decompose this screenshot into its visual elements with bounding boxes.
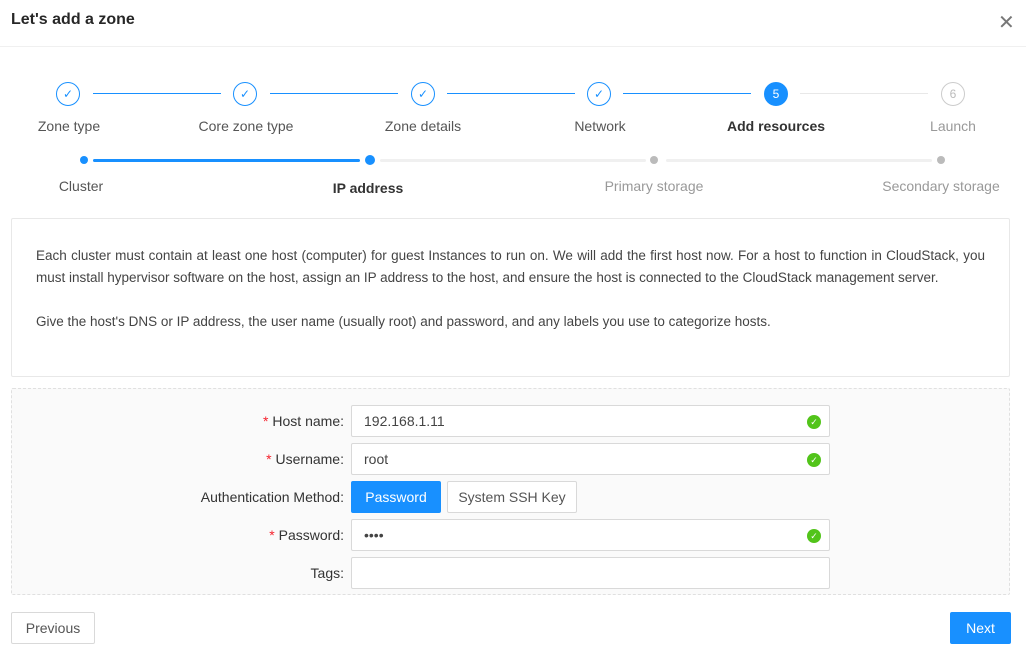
substep-dot <box>650 156 658 164</box>
check-circle-icon: ✓ <box>807 453 821 467</box>
step-3-check-icon: ✓ <box>411 82 435 106</box>
description-box: Each cluster must contain at least one h… <box>11 218 1010 377</box>
substep-label: IP address <box>332 180 404 196</box>
password-input[interactable]: •••• ✓ <box>351 519 830 551</box>
step-label: Zone type <box>37 118 101 134</box>
password-label: * Password: <box>269 527 344 543</box>
step-label: Network <box>574 118 626 134</box>
username-input[interactable]: root ✓ <box>351 443 830 475</box>
substep-connector <box>380 159 646 162</box>
auth-password-button[interactable]: Password <box>351 481 441 513</box>
step-label: Launch <box>930 118 976 134</box>
step-2-check-icon: ✓ <box>233 82 257 106</box>
next-button[interactable]: Next <box>950 612 1011 644</box>
substep-label: Primary storage <box>604 178 704 194</box>
substep-connector <box>666 159 932 162</box>
substep-dot <box>80 156 88 164</box>
step-connector <box>800 93 928 94</box>
previous-button[interactable]: Previous <box>11 612 95 644</box>
step-connector <box>93 93 221 94</box>
description-text: Each cluster must contain at least one h… <box>36 248 985 285</box>
host-name-input[interactable]: 192.168.1.11 ✓ <box>351 405 830 437</box>
step-connector <box>623 93 751 94</box>
username-label: * Username: <box>266 451 344 467</box>
step-label: Zone details <box>384 118 462 134</box>
check-circle-icon: ✓ <box>807 415 821 429</box>
substep-connector <box>93 159 360 162</box>
description-text: Give the host's DNS or IP address, the u… <box>36 314 771 329</box>
step-4-check-icon: ✓ <box>587 82 611 106</box>
close-icon[interactable]: ✕ <box>998 12 1015 34</box>
substep-label: Secondary storage <box>882 178 1000 194</box>
substep-dot <box>365 155 375 165</box>
step-label: Add resources <box>726 118 826 134</box>
auth-method-label: Authentication Method: <box>200 489 344 505</box>
auth-ssh-key-button[interactable]: System SSH Key <box>447 481 577 513</box>
tags-input[interactable] <box>351 557 830 589</box>
host-name-label: * Host name: <box>262 413 344 429</box>
step-connector <box>270 93 398 94</box>
step-1-check-icon: ✓ <box>56 82 80 106</box>
check-circle-icon: ✓ <box>807 529 821 543</box>
tags-label: Tags: <box>310 565 344 581</box>
dialog-title: Let's add a zone <box>11 11 135 28</box>
substep-dot <box>937 156 945 164</box>
step-connector <box>447 93 575 94</box>
step-6-number: 6 <box>941 82 965 106</box>
step-5-number: 5 <box>764 82 788 106</box>
header-divider <box>0 46 1026 47</box>
step-label: Core zone type <box>198 118 294 134</box>
substep-label: Cluster <box>58 178 104 194</box>
